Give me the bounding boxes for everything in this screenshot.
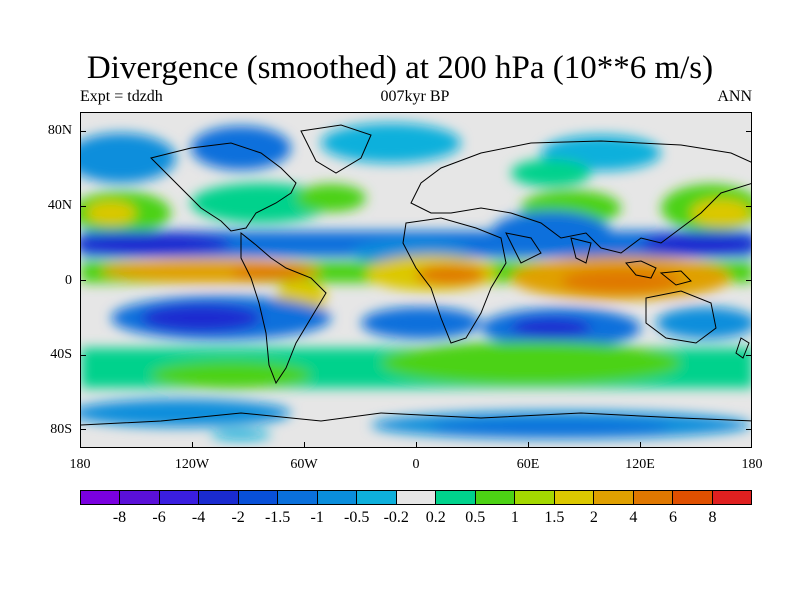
colorbar-label: -0.5 bbox=[344, 509, 370, 526]
lat-tick bbox=[80, 206, 86, 207]
colorbar-label: 2 bbox=[589, 509, 598, 526]
colorbar-swatch bbox=[357, 491, 397, 504]
lat-label-40n: 40N bbox=[47, 198, 72, 213]
lon-tick bbox=[416, 442, 417, 448]
experiment-label: Expt = tdzdh bbox=[80, 88, 163, 105]
colorbar-label: -8 bbox=[112, 509, 127, 526]
colorbar-label: 0.2 bbox=[425, 509, 446, 526]
colorbar-swatch bbox=[594, 491, 634, 504]
colorbar-swatch bbox=[475, 491, 516, 504]
colorbar-swatch bbox=[436, 491, 476, 504]
colorbar-swatch bbox=[396, 491, 437, 504]
lat-tick bbox=[746, 280, 752, 281]
lat-tick bbox=[80, 429, 86, 430]
colorbar-swatch bbox=[278, 491, 318, 504]
lon-tick bbox=[640, 442, 641, 448]
period-label: 007kyr BP bbox=[380, 88, 450, 105]
colorbar-swatch bbox=[81, 491, 121, 504]
colorbar-label: -4 bbox=[191, 509, 206, 526]
colorbar-swatch bbox=[712, 491, 751, 504]
coastlines bbox=[81, 124, 751, 426]
lon-label-180e: 180 bbox=[741, 457, 763, 472]
colorbar-swatch bbox=[515, 491, 555, 504]
lat-tick bbox=[80, 280, 86, 281]
colorbar-label: 1.5 bbox=[544, 509, 565, 526]
season-label: ANN bbox=[717, 88, 752, 105]
colorbar-label: 1 bbox=[510, 509, 519, 526]
colorbar-label: -2 bbox=[231, 509, 245, 526]
colorbar-swatch bbox=[238, 491, 279, 504]
lon-tick bbox=[304, 442, 305, 448]
colorbar bbox=[80, 490, 752, 505]
lat-tick bbox=[746, 206, 752, 207]
colorbar-swatch bbox=[159, 491, 200, 504]
lat-tick bbox=[746, 131, 752, 132]
colorbar-label: -1.5 bbox=[264, 509, 291, 526]
map-canvas bbox=[81, 113, 751, 447]
colorbar-label: 0.5 bbox=[465, 509, 486, 526]
lat-tick bbox=[80, 131, 86, 132]
lon-label-120e: 120E bbox=[625, 457, 655, 472]
lat-tick bbox=[746, 429, 752, 430]
lon-label-60w: 60W bbox=[290, 457, 318, 472]
colorbar-label: 4 bbox=[629, 509, 638, 526]
lat-label-80n: 80N bbox=[47, 123, 72, 138]
lat-label-80s: 80S bbox=[50, 422, 72, 437]
colorbar-label: -6 bbox=[152, 509, 166, 526]
colorbar-swatch bbox=[673, 491, 713, 504]
lon-label-0: 0 bbox=[412, 457, 420, 472]
lat-label-0: 0 bbox=[65, 273, 72, 288]
lat-tick bbox=[746, 355, 752, 356]
lon-label-60e: 60E bbox=[516, 457, 540, 472]
lat-tick bbox=[80, 355, 86, 356]
colorbar-swatch bbox=[317, 491, 358, 504]
colorbar-swatch bbox=[120, 491, 160, 504]
colorbar-swatch bbox=[199, 491, 239, 504]
colorbar-label: -0.2 bbox=[383, 509, 409, 526]
colorbar-label: 6 bbox=[668, 509, 677, 526]
lon-label-120w: 120W bbox=[174, 457, 210, 472]
lon-tick bbox=[528, 442, 529, 448]
lon-tick bbox=[192, 442, 193, 448]
lat-label-40s: 40S bbox=[50, 347, 72, 362]
plot-title: Divergence (smoothed) at 200 hPa (10**6 … bbox=[86, 50, 714, 86]
colorbar-swatch bbox=[633, 491, 674, 504]
colorbar-swatch bbox=[554, 491, 595, 504]
lon-label-180w: 180 bbox=[69, 457, 91, 472]
colorbar-label: -1 bbox=[310, 509, 324, 526]
colorbar-label: 8 bbox=[708, 509, 717, 526]
divergence-map bbox=[80, 112, 752, 448]
